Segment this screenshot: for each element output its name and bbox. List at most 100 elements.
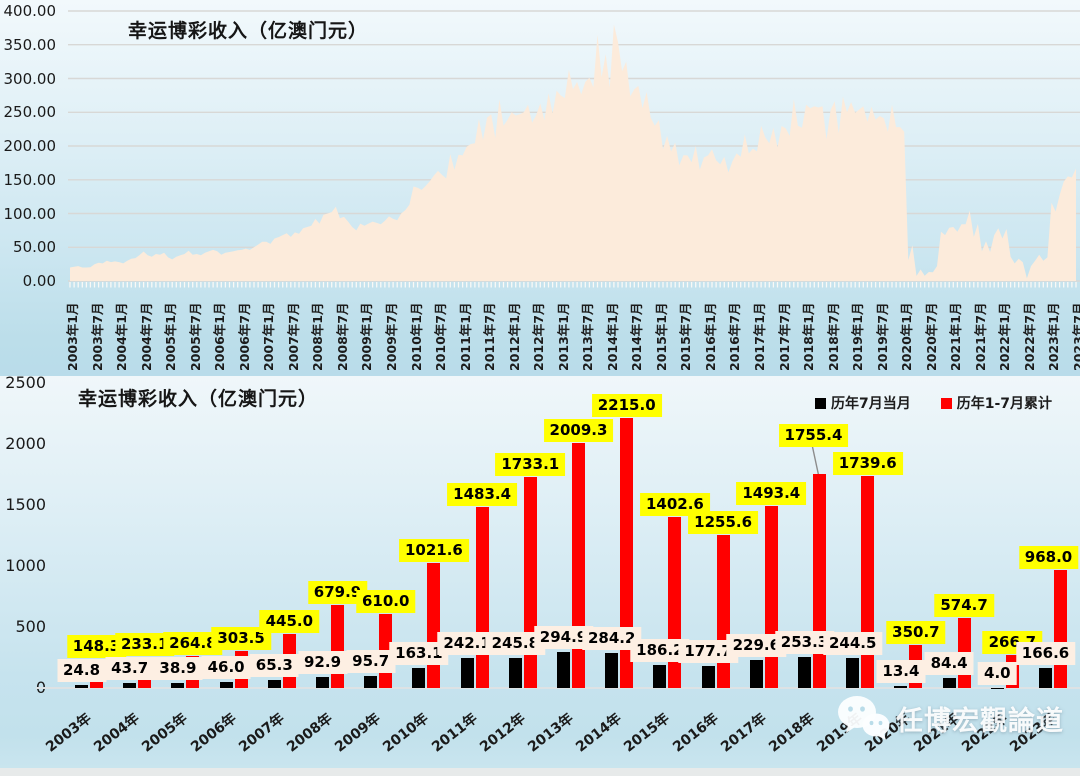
july-value-label-2013: 294.9 — [533, 626, 594, 650]
x-axis-tick-label: 2017年7月 — [776, 302, 792, 372]
july-bar-2010 — [412, 668, 426, 688]
july-value-label-2007: 65.3 — [249, 654, 299, 678]
cumulative-bar-2019 — [861, 475, 875, 688]
x-axis-tick-label: 2013年7月 — [580, 302, 596, 372]
cumulative-value-label-2005: 264.8 — [163, 631, 223, 655]
july-value-label-2005: 38.9 — [153, 657, 203, 681]
july-bar-2018 — [798, 657, 811, 688]
y-axis-tick-label: 250.00 — [3, 103, 57, 122]
legend-swatch-july — [814, 397, 826, 409]
cumulative-value-label-2023: 968.0 — [1018, 545, 1079, 569]
cumulative-bar-2023 — [1054, 569, 1067, 688]
july-bar-2007 — [267, 680, 281, 688]
x-axis-tick-label: 2019年7月 — [874, 302, 890, 372]
x-axis-tick-label: 2022年1月 — [997, 302, 1013, 372]
cumulative-value-label-2008: 679.9 — [307, 581, 368, 605]
july-bar-2012 — [508, 658, 522, 688]
july-value-label-2019: 244.5 — [822, 632, 883, 656]
cumulative-value-label-2009: 610.0 — [355, 589, 416, 613]
cumulative-value-label-2010: 1021.6 — [398, 539, 469, 563]
july-value-label-2023: 166.6 — [1015, 641, 1076, 665]
july-value-label-2006: 46.0 — [201, 656, 251, 680]
july-value-label-2011: 242.1 — [437, 632, 497, 656]
x-axis-tick-label: 2010年1月 — [408, 302, 424, 372]
x-axis-tick-label: 2023年7月 — [1071, 302, 1080, 372]
july-bar-2008 — [316, 676, 329, 688]
july-bar-2023 — [1039, 667, 1052, 688]
cumulative-value-label-2015: 1402.6 — [639, 492, 710, 516]
cumulative-value-label-2014: 2215.0 — [591, 393, 662, 417]
x-axis-tick-label: 2009年1月 — [359, 302, 375, 372]
july-value-label-2017: 229.6 — [726, 633, 787, 657]
yearly-bar-chart: 幸运博彩收入（亿澳门元） 历年7月当月 历年1-7月累计 2500 2000 150… — [0, 373, 1080, 776]
cumulative-value-label-2006: 303.5 — [211, 626, 271, 650]
july-value-label-2010: 163.1 — [389, 642, 449, 666]
window-bottom-strip — [0, 768, 1080, 776]
x-axis-tick-label: 2009年 — [332, 710, 384, 756]
x-axis-tick-label: 2007年7月 — [285, 302, 301, 372]
y-axis-tick-label: 350.00 — [3, 35, 57, 54]
cumulative-value-label-2019: 1739.6 — [832, 451, 903, 475]
x-axis-tick-label: 2012年 — [476, 710, 529, 756]
x-axis-tick-label: 2009年7月 — [383, 302, 399, 372]
july-bar-2004 — [123, 682, 137, 688]
legend-item-cumulative: 历年1-7月累计 — [940, 393, 1052, 413]
cumulative-value-label-2021: 574.7 — [934, 593, 994, 617]
x-axis-tick-label: 2018年 — [766, 710, 818, 756]
july-value-label-2022: 4.0 — [978, 661, 1017, 685]
x-axis-tick-label: 2007年1月 — [261, 302, 277, 372]
x-axis-tick-label: 2007年 — [235, 710, 288, 756]
cumulative-value-label-2017: 1493.4 — [736, 481, 807, 505]
y-axis-tick-label: 1500 — [5, 495, 46, 514]
july-value-label-2008: 92.9 — [297, 650, 348, 674]
july-bar-2005 — [171, 683, 185, 688]
y-axis-tick-label: 400.00 — [3, 2, 57, 20]
cumulative-value-label-2007: 445.0 — [259, 609, 320, 633]
y-axis-tick-label: 0.00 — [22, 272, 56, 290]
july-value-label-2009: 95.7 — [346, 650, 396, 674]
july-bar-2019 — [846, 658, 860, 688]
y-axis-tick-label: 150.00 — [3, 170, 57, 189]
x-axis-tick-label: 2005年7月 — [187, 302, 203, 372]
x-axis-tick-label: 2019年1月 — [850, 302, 866, 372]
x-axis-tick-label: 2014年7月 — [629, 302, 645, 372]
x-axis-tick-label: 2014年 — [573, 710, 625, 756]
july-value-label-2012: 245.8 — [485, 632, 546, 655]
cumulative-value-label-2011: 1483.4 — [447, 483, 518, 507]
x-axis-tick-label: 2003年7月 — [89, 302, 105, 372]
cumulative-bar-2011 — [475, 507, 489, 688]
y-axis-tick-label: 100.00 — [3, 204, 57, 223]
x-axis-tick-label: 2012年7月 — [531, 302, 547, 372]
cumulative-value-label-2004: 233.1 — [114, 632, 175, 656]
legend: 历年7月当月 历年1-7月累计 — [814, 393, 1052, 413]
cumulative-bar-2008 — [331, 605, 344, 688]
x-axis-tick-label: 2006年7月 — [236, 302, 252, 372]
legend-swatch-cumulative — [940, 397, 952, 409]
july-value-label-2004: 43.7 — [105, 656, 155, 680]
cumulative-value-label-2003: 148.3 — [66, 634, 127, 658]
july-value-label-2014: 284.2 — [581, 627, 642, 651]
x-axis-tick-label: 2003年 — [43, 710, 95, 756]
x-axis-tick-label: 2006年1月 — [212, 302, 228, 372]
july-bar-2014 — [605, 653, 619, 688]
cumulative-value-label-2012: 1733.1 — [495, 452, 566, 476]
y-axis-tick-label: 200.00 — [3, 137, 57, 155]
area-plot — [0, 0, 1080, 376]
x-axis-tick-label: 2013年1月 — [555, 302, 571, 372]
y-axis-tick-label: 50.00 — [13, 238, 56, 257]
july-bar-2016 — [701, 666, 715, 688]
x-axis-tick-label: 2016年 — [669, 710, 722, 756]
y-axis-tick-label: 2500 — [5, 373, 46, 392]
cumulative-value-label-2016: 1255.6 — [688, 510, 759, 534]
wechat-icon — [838, 696, 890, 740]
x-axis-tick-label: 2022年7月 — [1021, 302, 1037, 372]
legend-item-july: 历年7月当月 — [814, 393, 911, 413]
cumulative-value-label-2013: 2009.3 — [543, 418, 614, 442]
x-axis-tick-label: 2010年 — [380, 710, 433, 756]
x-axis-tick-label: 2005年 — [139, 710, 192, 756]
july-bar-2015 — [653, 665, 667, 688]
cumulative-bar-2018 — [813, 473, 826, 688]
x-axis-tick-label: 2021年1月 — [948, 302, 964, 372]
july-bar-2022 — [990, 687, 1004, 689]
